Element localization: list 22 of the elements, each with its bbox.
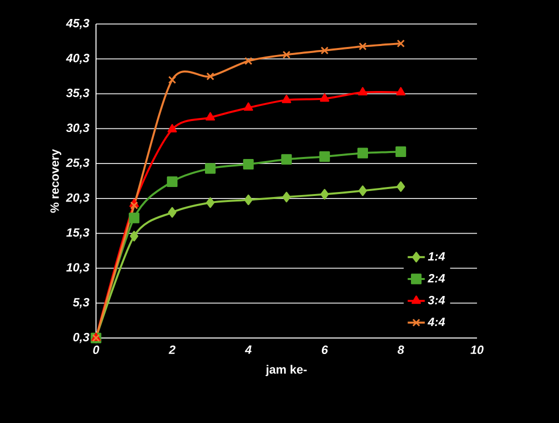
y-tick-label: 15,3 [66, 228, 90, 238]
legend-label: 1:4 [428, 252, 445, 261]
x-axis-title: jam ke- [266, 364, 307, 376]
x-tick-label: 6 [322, 346, 328, 354]
legend-label: 4:4 [428, 318, 445, 326]
x-tick-label: 4 [244, 346, 252, 354]
x-tick-label: 8 [398, 346, 404, 354]
x-tick-label: 2 [168, 346, 176, 354]
y-tick-label: 0,3 [73, 332, 90, 344]
x-tick-label: 10 [470, 346, 484, 354]
y-tick-label: 45,3 [66, 18, 90, 30]
y-tick-label: 40,3 [66, 54, 90, 64]
x-tick-label: 0 [93, 346, 100, 354]
legend-label: 2:4 [428, 274, 445, 282]
y-tick-label: 5,3 [72, 298, 90, 308]
y-tick-label: 10,3 [66, 263, 90, 274]
y-tick-label: 35,3 [66, 88, 90, 99]
y-tick-label: 20,3 [66, 193, 90, 204]
y-axis-title: % recovery [50, 149, 62, 213]
y-tick-label: 25,3 [66, 158, 90, 169]
y-tick-label: 30,3 [66, 124, 90, 134]
legend-label: 3:4 [428, 296, 445, 304]
